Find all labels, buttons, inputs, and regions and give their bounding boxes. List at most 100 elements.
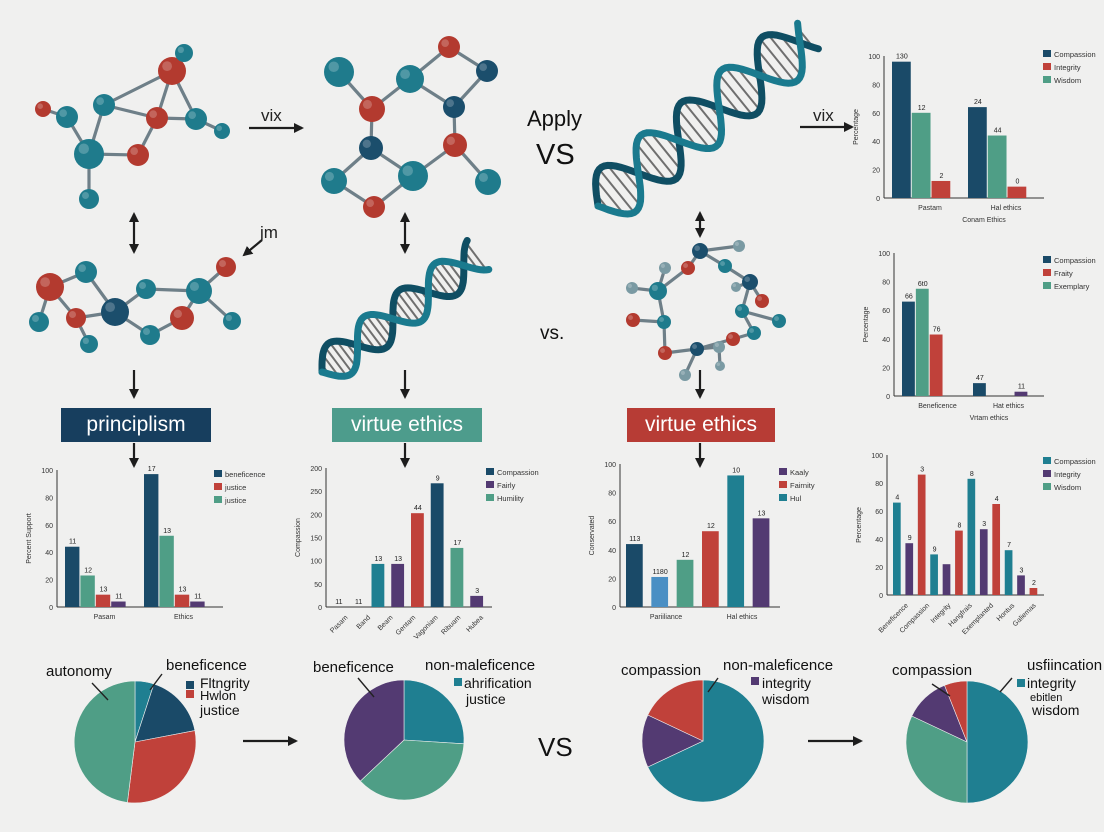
y-tick-label: 60 (872, 111, 880, 118)
atom-highlight (400, 69, 410, 79)
pie-label: beneficence (166, 657, 247, 674)
atom-highlight (366, 199, 374, 207)
legend-swatch (486, 468, 494, 475)
pie-label: ebitlen (1030, 692, 1062, 704)
base-pair (598, 168, 635, 214)
pie-slice (905, 715, 968, 804)
legend-swatch (214, 483, 222, 490)
atom-sphere (657, 315, 671, 329)
x-tick-label: Pasam (94, 614, 116, 621)
atom-highlight (32, 315, 39, 322)
base-pair (465, 242, 488, 271)
bar-data-label: 12 (84, 567, 92, 574)
bar (111, 601, 126, 607)
atom-sphere (396, 65, 424, 93)
atom-highlight (732, 283, 736, 287)
vs-top-label: VS (536, 139, 575, 171)
atom-sphere (742, 274, 758, 290)
atom-sphere (146, 107, 168, 129)
atom-highlight (659, 317, 664, 322)
bar-data-label: 44 (994, 128, 1002, 135)
legend-swatch (751, 677, 759, 685)
vs-bottom-label: VS (538, 732, 573, 762)
virtue-ethics-banner-2: virtue ethics (627, 408, 775, 442)
atom-sphere (438, 36, 460, 58)
pie-label: wisdom (761, 691, 809, 707)
atom-sphere (718, 259, 732, 273)
y-tick-label: 20 (45, 578, 53, 585)
bar (430, 483, 444, 607)
bar (144, 474, 159, 607)
backbone-strand (318, 237, 471, 376)
base-pair (676, 107, 711, 150)
legend-label: Fairly (497, 481, 516, 490)
atom-sphere (140, 325, 160, 345)
atom-sphere (735, 304, 749, 318)
atom-sphere (79, 189, 99, 209)
x-axis-label: Vrtam ethics (970, 415, 1009, 422)
base-pair (335, 340, 357, 368)
pie-4: compassion usfiincationintegrityebitlenwi… (892, 657, 1102, 804)
legend-label: Kaaly (790, 468, 809, 477)
atom-sphere (158, 57, 186, 85)
base-pair (365, 314, 390, 346)
y-axis-label: Percent Support (26, 513, 33, 564)
x-tick-label: Vagoniam (413, 614, 440, 641)
legend-label: Humility (497, 494, 524, 503)
legend-swatch (779, 494, 787, 501)
pie-slice (944, 680, 968, 743)
atom-sphere (66, 308, 86, 328)
atom-highlight (328, 61, 339, 72)
atom-highlight (177, 46, 185, 53)
base-pair (432, 263, 458, 296)
pie-charts: autonomy beneficenceFltngrityHwlonjustice… (46, 657, 1102, 804)
bar (1007, 186, 1027, 198)
molecule-3 (29, 257, 241, 353)
y-tick-label: 100 (871, 453, 883, 460)
pie-2: beneficence non-maleficenceahrificationju… (313, 657, 535, 801)
base-pair (724, 67, 761, 111)
bar-data-label: 7 (1007, 542, 1011, 549)
y-tick-label: 40 (875, 537, 883, 544)
bar (967, 478, 976, 595)
atom-highlight (734, 241, 740, 246)
base-pair (328, 342, 354, 374)
x-axis-label: Conam Ethics (962, 217, 1006, 224)
y-tick-label: 20 (882, 365, 890, 372)
legend-swatch (1043, 457, 1051, 464)
bar-data-label: 11 (69, 539, 76, 546)
atom-sphere (75, 261, 97, 283)
atom-sphere (476, 60, 498, 82)
y-axis-label: Conservated (589, 516, 596, 556)
atom-sphere (679, 369, 691, 381)
x-tick-label: Beneficence (918, 403, 957, 410)
pie-label: beneficence (313, 659, 394, 676)
chart-bottom-right: 020406080100Percentage49398834732Benefic… (856, 453, 1096, 636)
base-pair (438, 261, 462, 291)
atom-highlight (189, 281, 199, 292)
legend-swatch (1043, 269, 1051, 276)
legend-swatch (1043, 282, 1051, 289)
bar-data-label: 3 (1020, 567, 1024, 574)
legend-label: justice (224, 483, 246, 492)
bar (411, 513, 424, 607)
bar-data-label: 11 (355, 599, 362, 606)
bar (450, 547, 464, 607)
bar (955, 530, 963, 595)
leader-line (707, 677, 719, 693)
bar-data-label: 6t0 (918, 281, 928, 288)
y-tick-label: 0 (886, 394, 890, 401)
atom-sphere (93, 94, 115, 116)
y-tick-label: 200 (310, 512, 322, 519)
pie-label: ahrification (464, 675, 532, 691)
pie-slice (127, 730, 197, 804)
bar (992, 504, 1001, 595)
bar-data-label: 9 (436, 475, 440, 482)
legend-label: Fairnity (790, 481, 815, 490)
atom-sphere (626, 313, 640, 327)
atom-sphere (35, 101, 51, 117)
flow-arrows (129, 122, 863, 746)
pie-label: compassion (621, 662, 701, 679)
y-tick-label: 60 (875, 509, 883, 516)
atom-highlight (130, 147, 138, 155)
